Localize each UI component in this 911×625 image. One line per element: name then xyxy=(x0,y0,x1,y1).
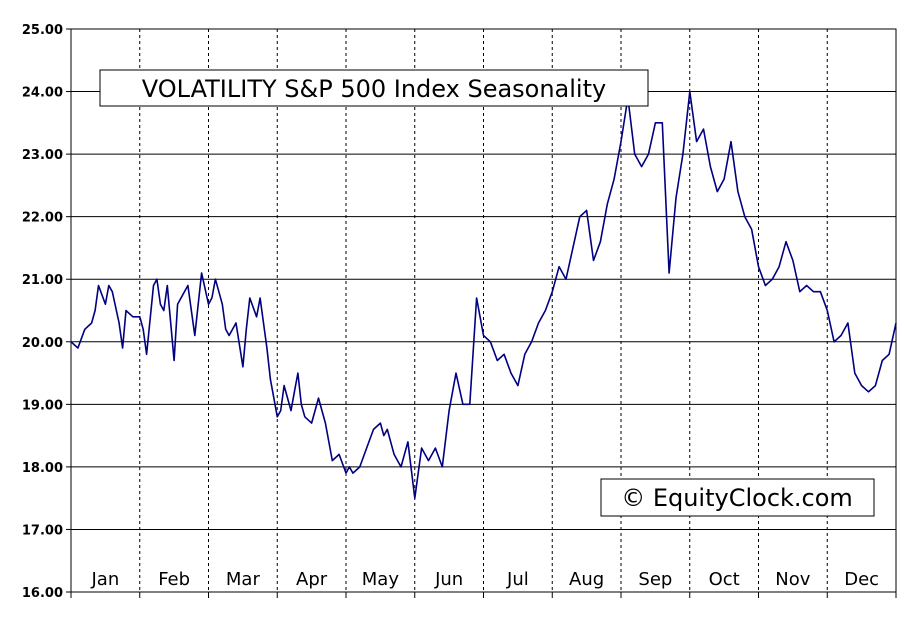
chart-title: VOLATILITY S&P 500 Index Seasonality xyxy=(142,75,606,103)
month-label: Oct xyxy=(709,569,740,590)
series-line xyxy=(70,90,897,500)
y-tick-label: 21.00 xyxy=(22,273,63,288)
month-label: Aug xyxy=(569,569,604,590)
chart-title-box: VOLATILITY S&P 500 Index Seasonality xyxy=(99,69,649,107)
y-tick-label: 24.00 xyxy=(22,86,63,101)
series-layer xyxy=(70,90,897,500)
month-label: Sep xyxy=(638,569,672,590)
watermark-text: © EquityClock.com xyxy=(621,484,853,512)
y-tick-label: 20.00 xyxy=(22,336,63,351)
y-tick-label: 16.00 xyxy=(22,586,63,601)
month-label: Feb xyxy=(158,569,190,590)
plot-border xyxy=(70,28,897,593)
y-tick-label: 19.00 xyxy=(22,398,63,413)
y-tick-label: 18.00 xyxy=(22,461,63,476)
axis-layer: 16.00 17.00 18.00 19.00 20.00 21.00 22.00 23.00… xyxy=(22,23,897,601)
month-label: Mar xyxy=(226,569,261,590)
y-tick-label: 22.00 xyxy=(22,211,63,226)
month-label: Nov xyxy=(775,569,810,590)
month-label: Dec xyxy=(844,569,879,590)
month-label: Apr xyxy=(296,569,328,590)
y-tick-label: 17.00 xyxy=(22,523,63,538)
month-label: Jan xyxy=(91,569,120,590)
month-label: Jul xyxy=(506,569,529,590)
month-label: May xyxy=(362,569,400,590)
y-tick-label: 23.00 xyxy=(22,148,63,163)
month-label: Jun xyxy=(434,569,463,590)
y-tick-label: 25.00 xyxy=(22,23,63,38)
watermark-box: © EquityClock.com xyxy=(600,478,875,517)
